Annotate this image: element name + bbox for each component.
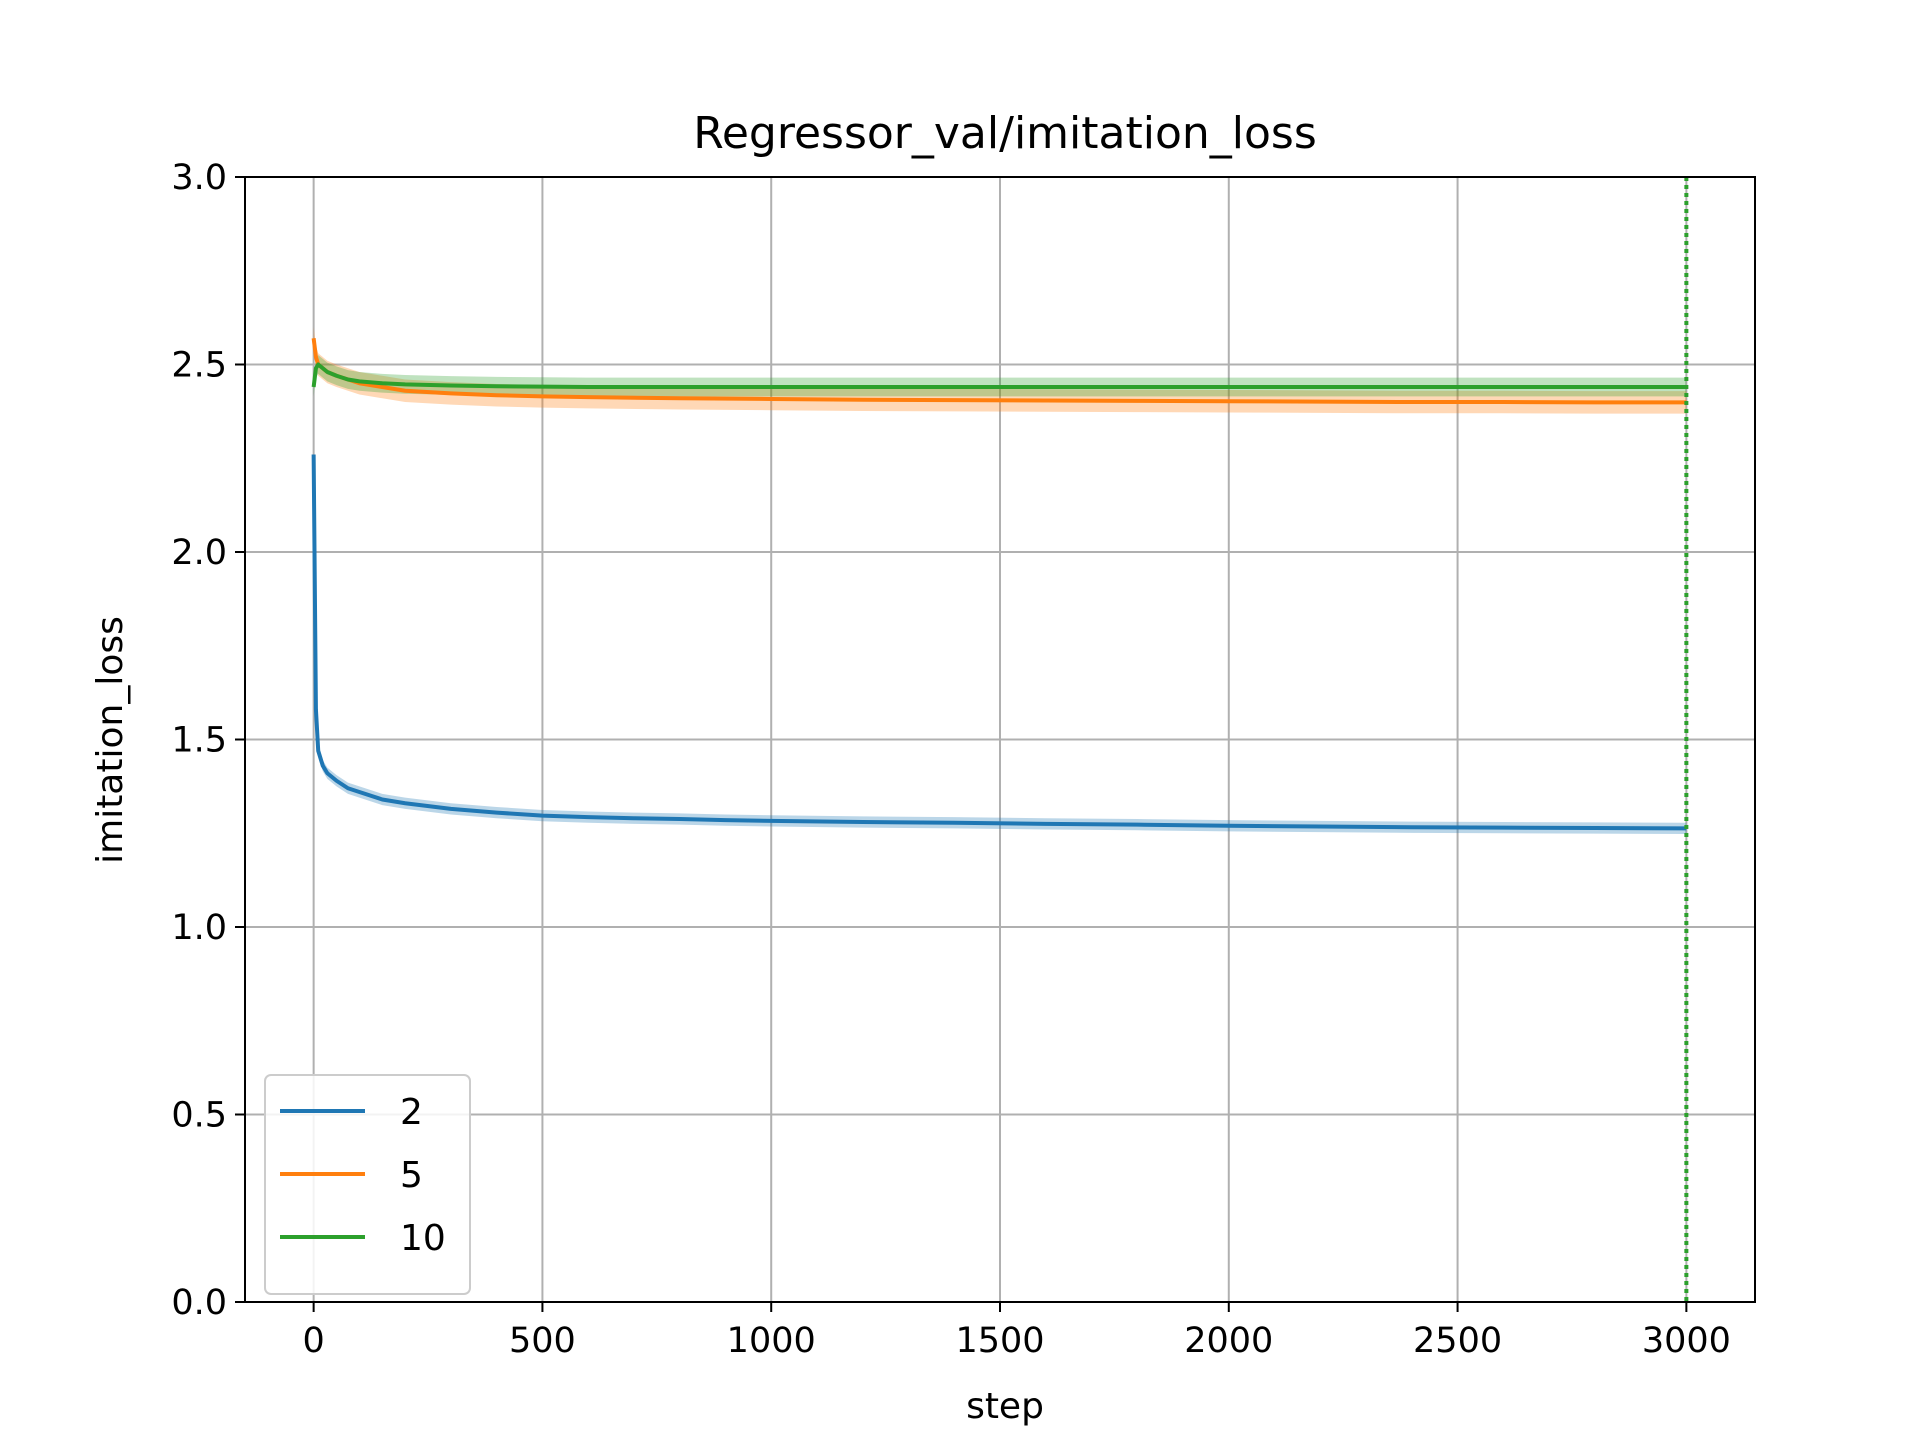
line-series-2 <box>311 454 1687 831</box>
y-tick-label: 2.5 <box>171 346 227 386</box>
x-tick-label: 3000 <box>1642 1321 1731 1361</box>
y-tick-label: 0.5 <box>171 1096 227 1136</box>
legend: 2 5 10 <box>264 1074 471 1295</box>
line-series-10 <box>311 362 1687 389</box>
chart-title: Regressor_val/imitation_loss <box>693 108 1317 159</box>
y-tick-label: 2.0 <box>171 533 227 573</box>
y-axis-ticks: 0.0 0.5 1.0 1.5 2.0 2.5 3.0 <box>171 158 245 1323</box>
legend-label: 5 <box>400 1155 423 1196</box>
x-tick-label: 2000 <box>1184 1321 1273 1361</box>
legend-box <box>264 1074 471 1295</box>
x-tick-label: 1000 <box>727 1321 816 1361</box>
x-axis-ticks: 0 500 1000 1500 2000 2500 3000 <box>302 1302 1731 1361</box>
y-tick-label: 1.0 <box>171 908 227 948</box>
y-axis-label: imitation_loss <box>90 616 131 864</box>
x-axis-label: step <box>966 1386 1044 1427</box>
x-tick-label: 0 <box>302 1321 324 1361</box>
legend-label: 2 <box>400 1092 423 1133</box>
x-tick-label: 1500 <box>955 1321 1044 1361</box>
y-tick-label: 0.0 <box>171 1283 227 1323</box>
series-lines <box>311 338 1687 831</box>
x-tick-label: 500 <box>509 1321 576 1361</box>
band-series-5 <box>313 327 1687 414</box>
x-tick-label: 2500 <box>1413 1321 1502 1361</box>
y-tick-label: 1.5 <box>171 721 227 761</box>
legend-label: 10 <box>400 1218 446 1259</box>
y-tick-label: 3.0 <box>171 158 227 198</box>
